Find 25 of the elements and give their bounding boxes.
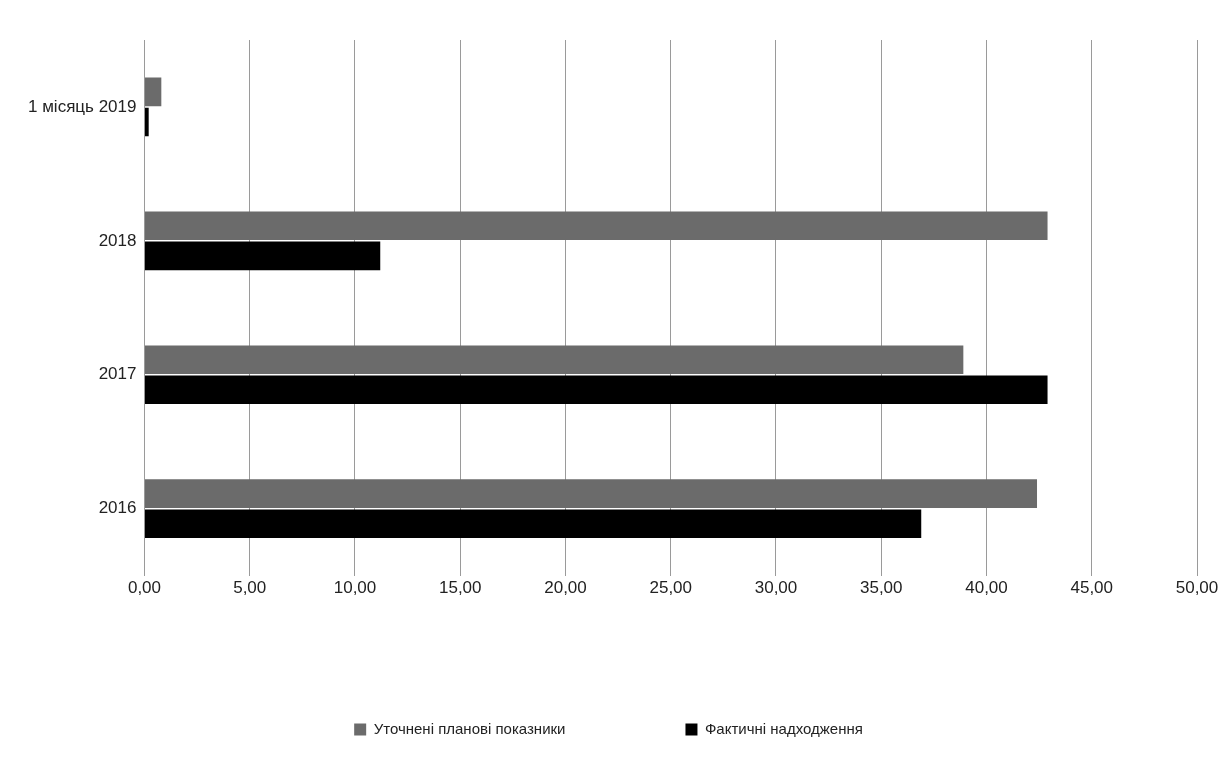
y-tick-label: 2016 [98, 498, 137, 518]
x-tick-label: 0,00 [127, 578, 162, 598]
x-tick-label: 15,00 [438, 578, 482, 598]
x-tick-label: 40,00 [965, 578, 1008, 598]
x-tick-label: 30,00 [754, 578, 798, 598]
bar [144, 211, 1048, 241]
y-tick-label: 2017 [98, 364, 137, 384]
bar [144, 77, 162, 107]
y-tick-label: 2018 [98, 230, 137, 250]
legend-label: Уточнені планові показники [373, 719, 566, 737]
x-tick-label: 20,00 [544, 578, 587, 598]
bar [144, 241, 381, 271]
bar [144, 375, 1048, 405]
y-tick-label: 1 місяць 2019 [28, 96, 137, 116]
x-tick-label: 10,00 [333, 578, 377, 598]
bar [144, 509, 922, 539]
bar [144, 479, 1038, 508]
x-tick-label: 50,00 [1175, 578, 1219, 598]
x-tick-label: 25,00 [649, 578, 693, 598]
x-tick-label: 45,00 [1070, 578, 1114, 598]
bar [144, 345, 964, 374]
legend-label: Фактичні надходження [704, 719, 863, 737]
x-tick-label: 5,00 [233, 578, 267, 598]
x-tick-label: 35,00 [859, 578, 903, 598]
bar [144, 107, 149, 137]
